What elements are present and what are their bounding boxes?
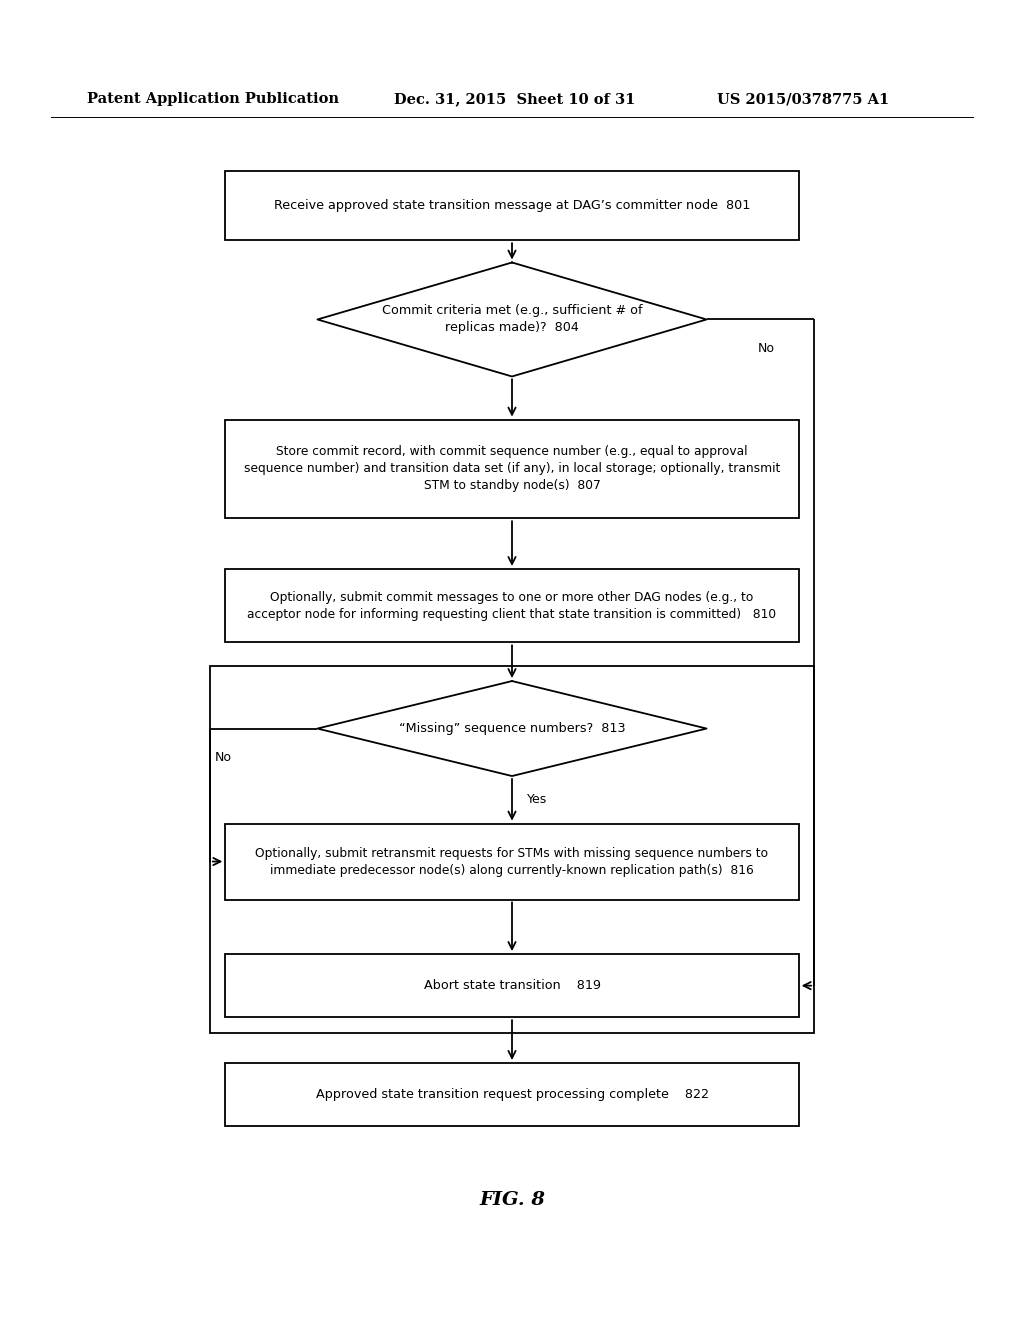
Polygon shape [317, 263, 707, 376]
FancyBboxPatch shape [225, 170, 799, 240]
Text: US 2015/0378775 A1: US 2015/0378775 A1 [717, 92, 889, 106]
Text: “Missing” sequence numbers?  813: “Missing” sequence numbers? 813 [398, 722, 626, 735]
Text: Abort state transition    819: Abort state transition 819 [424, 979, 600, 993]
Text: Yes: Yes [527, 793, 548, 807]
Text: Optionally, submit commit messages to one or more other DAG nodes (e.g., to
acce: Optionally, submit commit messages to on… [248, 590, 776, 620]
Text: Commit criteria met (e.g., sufficient # of
replicas made)?  804: Commit criteria met (e.g., sufficient # … [382, 305, 642, 334]
Text: Yes: Yes [527, 0, 548, 1]
Text: FIG. 8: FIG. 8 [479, 1191, 545, 1209]
FancyBboxPatch shape [225, 420, 799, 519]
FancyBboxPatch shape [225, 1063, 799, 1126]
FancyBboxPatch shape [225, 569, 799, 643]
Polygon shape [317, 681, 707, 776]
FancyBboxPatch shape [225, 824, 799, 899]
FancyBboxPatch shape [225, 954, 799, 1018]
Text: No: No [758, 342, 775, 355]
Text: No: No [215, 751, 232, 764]
Text: Patent Application Publication: Patent Application Publication [87, 92, 339, 106]
Text: Dec. 31, 2015  Sheet 10 of 31: Dec. 31, 2015 Sheet 10 of 31 [394, 92, 636, 106]
Text: Receive approved state transition message at DAG’s committer node  801: Receive approved state transition messag… [273, 199, 751, 213]
Text: Store commit record, with commit sequence number (e.g., equal to approval
sequen: Store commit record, with commit sequenc… [244, 445, 780, 492]
Text: Optionally, submit retransmit requests for STMs with missing sequence numbers to: Optionally, submit retransmit requests f… [255, 846, 769, 876]
Text: Approved state transition request processing complete    822: Approved state transition request proces… [315, 1088, 709, 1101]
